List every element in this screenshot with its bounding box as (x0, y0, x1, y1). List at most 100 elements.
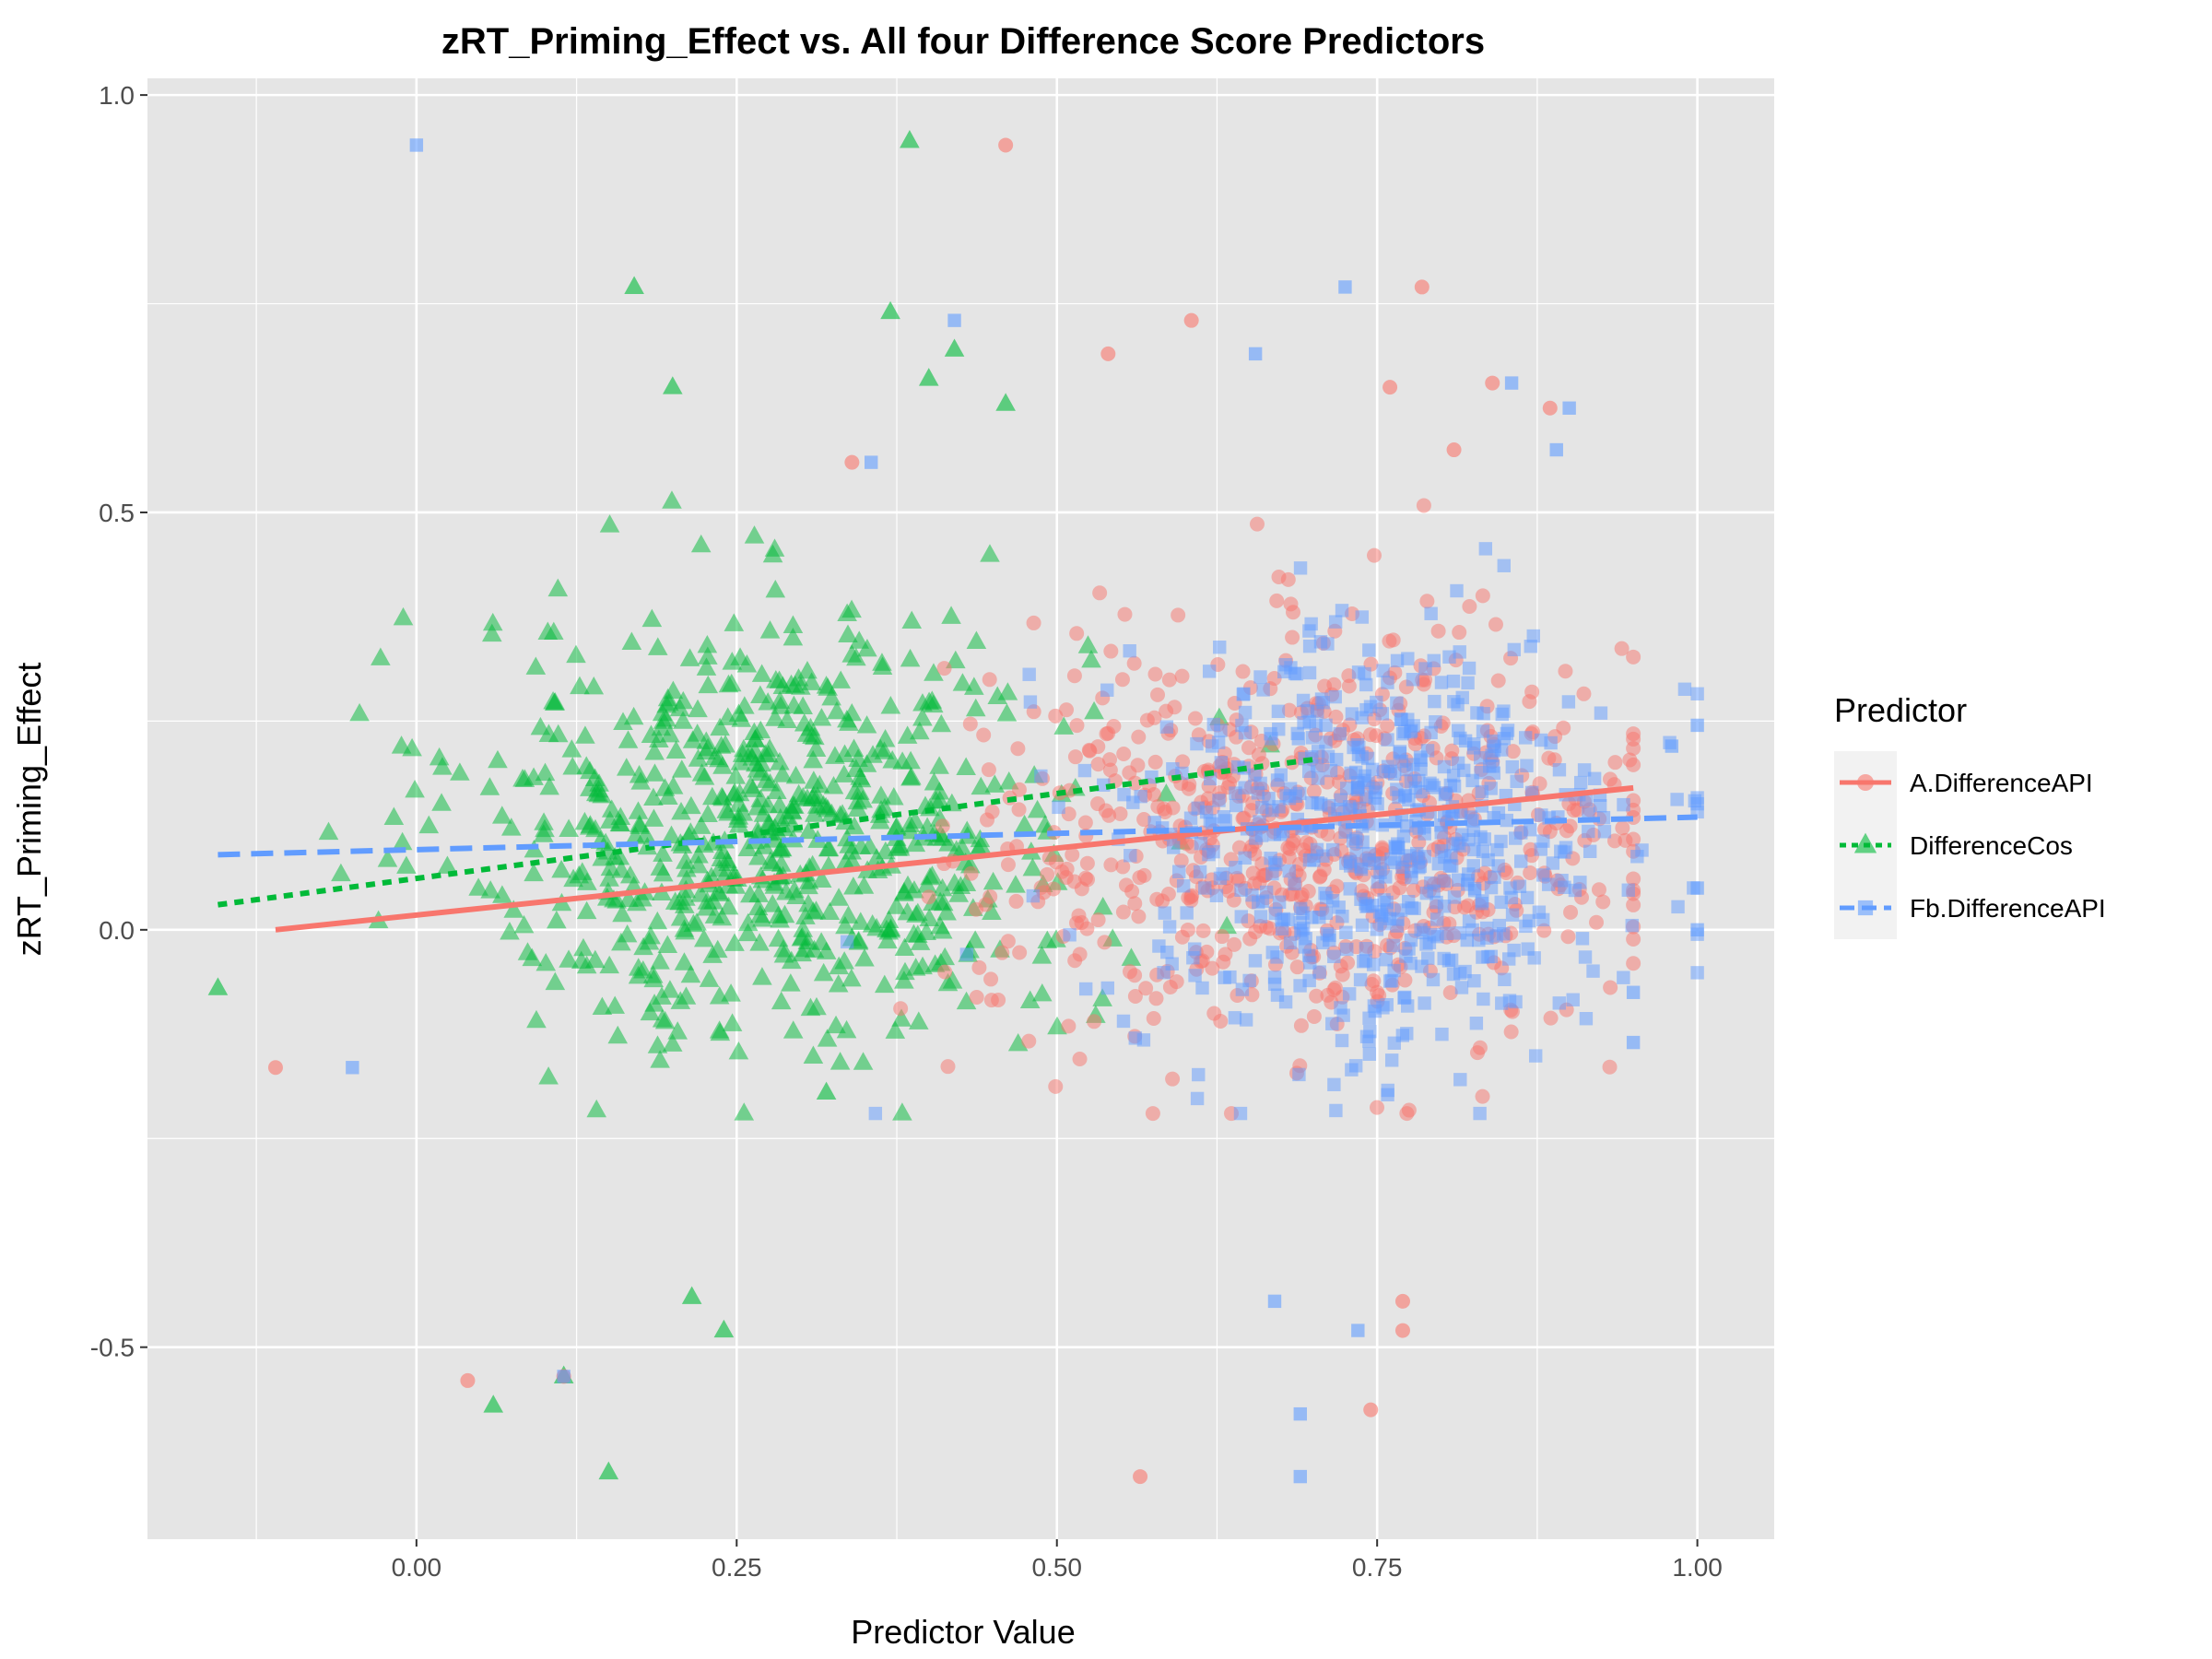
data-point (996, 703, 1018, 722)
data-point (1370, 1100, 1385, 1115)
data-point (1462, 598, 1477, 614)
data-point (588, 783, 609, 803)
data-point (1505, 759, 1519, 774)
data-point (1421, 951, 1435, 965)
data-point (1577, 763, 1592, 777)
data-point (698, 675, 719, 694)
x-tick-label: 0.50 (1031, 1553, 1082, 1582)
data-point (767, 781, 787, 800)
data-point (482, 612, 503, 631)
data-point (1014, 814, 1035, 833)
data-point (1283, 596, 1299, 612)
data-point (609, 846, 630, 865)
data-point (823, 776, 844, 794)
data-point (1374, 908, 1388, 923)
data-point (1362, 643, 1376, 657)
data-point (1326, 677, 1342, 692)
data-point (647, 1035, 668, 1053)
data-point (1319, 735, 1333, 749)
data-point (1066, 668, 1082, 684)
data-point (1447, 890, 1462, 904)
data-point (1198, 881, 1212, 895)
data-point (1690, 687, 1704, 700)
data-point (1423, 776, 1437, 790)
legend-marker-DifferenceCos (1853, 832, 1877, 853)
data-point (1103, 857, 1119, 873)
data-point (1146, 1010, 1161, 1026)
data-point (1519, 919, 1533, 934)
data-point (1437, 900, 1452, 913)
data-point (749, 933, 770, 951)
data-point (559, 818, 579, 837)
data-point (1328, 615, 1343, 629)
data-point-outlier (460, 1372, 476, 1388)
data-point (749, 904, 771, 924)
data-point (1193, 865, 1207, 879)
data-point (1626, 931, 1641, 947)
data-point (1593, 799, 1607, 813)
data-point (1275, 922, 1289, 936)
data-point (1216, 867, 1230, 881)
data-point (480, 880, 500, 899)
data-point (1488, 870, 1501, 885)
data-point (1386, 938, 1400, 953)
data-point (922, 865, 943, 884)
data-point (371, 647, 391, 665)
data-point (740, 775, 761, 794)
data-point (574, 811, 595, 830)
data-point (1165, 800, 1181, 816)
data-point (785, 765, 806, 784)
data-point (538, 724, 559, 742)
data-point-outlier (681, 1286, 702, 1304)
data-point (1221, 883, 1237, 899)
y-tick-label: 1.0 (99, 81, 135, 110)
data-point (1587, 771, 1602, 785)
data-point (1446, 837, 1460, 851)
data-point (1462, 832, 1476, 847)
data-point (921, 889, 936, 905)
data-point-outlier (816, 1081, 837, 1100)
data-point (1524, 823, 1537, 837)
data-point (1434, 826, 1448, 840)
data-point (611, 932, 631, 951)
trend-line-Fb.DifferenceAPI (218, 814, 1698, 858)
data-point (1446, 769, 1461, 782)
data-point (1399, 1106, 1415, 1122)
data-point (1251, 747, 1266, 762)
data-point (1494, 834, 1508, 849)
data-point (1522, 694, 1537, 710)
data-point (641, 608, 663, 628)
data-point (1116, 746, 1132, 761)
data-point (1158, 906, 1171, 920)
data-point (1328, 689, 1342, 704)
data-point (1037, 930, 1058, 949)
data-point (1351, 747, 1366, 762)
data-point (901, 767, 922, 785)
data-point (1078, 982, 1093, 996)
data-point (1510, 774, 1524, 789)
data-point (834, 764, 854, 782)
data-point (1265, 804, 1279, 818)
data-point-outlier (598, 1461, 619, 1480)
data-point (1466, 859, 1480, 873)
data-point (1077, 635, 1099, 653)
data-point (798, 820, 819, 840)
data-point (712, 786, 732, 806)
data-point (1413, 859, 1428, 874)
data-point-outlier (1690, 718, 1704, 733)
data-point (1450, 583, 1464, 598)
data-point (1214, 724, 1228, 737)
data-point (1434, 676, 1449, 689)
data-point (669, 698, 690, 717)
data-point-outlier (1382, 380, 1398, 395)
data-point (811, 708, 832, 726)
data-point (1313, 635, 1328, 649)
data-point (1552, 763, 1567, 777)
data-point (1245, 888, 1259, 902)
data-point (1363, 1024, 1377, 1039)
data-point (1245, 865, 1261, 881)
data-point (1444, 953, 1459, 967)
data-point (1236, 688, 1251, 701)
data-point (544, 692, 565, 711)
data-point (1280, 840, 1296, 855)
